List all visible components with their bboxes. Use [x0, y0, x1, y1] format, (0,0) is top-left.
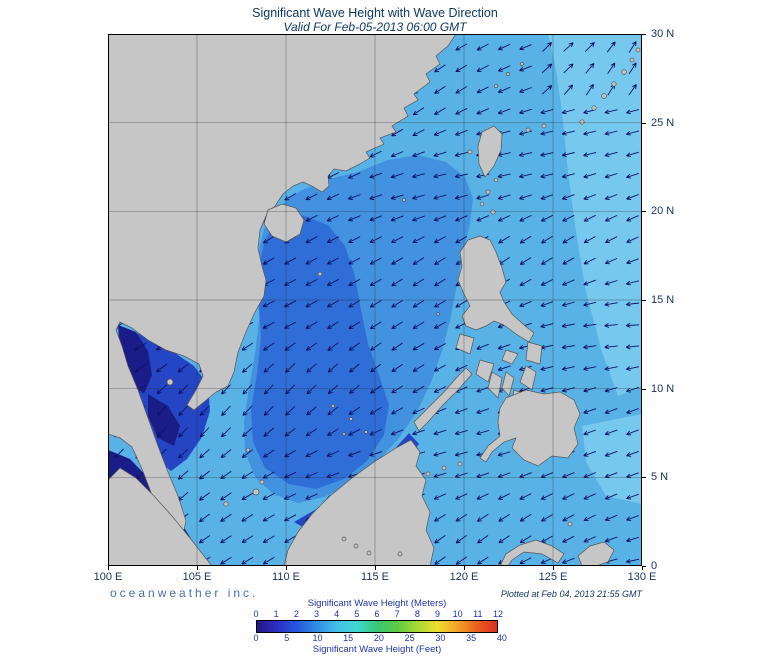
- lat-tick-label: 15 N: [651, 294, 675, 306]
- page-title: Significant Wave Height with Wave Direct…: [252, 6, 498, 20]
- lon-tick-mark: [464, 566, 465, 570]
- meters-tick-label: 1: [273, 609, 279, 619]
- land-mainland-asia: [108, 34, 457, 549]
- meters-tick-label: 11: [473, 609, 483, 619]
- meters-tick-label: 4: [334, 609, 340, 619]
- lon-tick-label: 130 E: [627, 571, 657, 583]
- lon-tick-mark: [642, 566, 643, 570]
- land-panay: [475, 359, 495, 383]
- meters-tick-label: 9: [434, 609, 441, 619]
- feet-tick-label: 30: [435, 633, 446, 643]
- feet-tick-label: 40: [496, 633, 507, 643]
- lat-tick-mark: [642, 300, 646, 301]
- legend-meters-ticks: 0 1 2 3 4 5 6 7 8 9 10 11 12: [253, 609, 503, 620]
- ocean-region-gulf-head: [118, 325, 152, 394]
- meters-tick-label: 10: [452, 609, 463, 619]
- lon-tick-label: 120 E: [449, 571, 479, 583]
- land-sulawesi: [499, 539, 565, 566]
- lon-tick-mark: [108, 566, 109, 570]
- map-canvas: [108, 34, 642, 566]
- lat-tick-label: 20 N: [651, 205, 675, 218]
- lat-tick-mark: [642, 477, 646, 479]
- meters-tick-label: 8: [414, 609, 420, 619]
- meters-tick-label: 7: [394, 609, 400, 619]
- legend-feet-title: Significant Wave Height (Feet): [312, 644, 442, 655]
- valid-time-subtitle: Valid For Feb-05-2013 06:00 GMT: [283, 20, 467, 34]
- map-frame-border: [108, 34, 642, 566]
- ocean-region-southeast-light: [582, 414, 642, 504]
- meters-tick-label: 0: [253, 609, 259, 619]
- legend-meters-title: Significant Wave Height (Meters): [307, 598, 447, 609]
- lon-tick-mark: [197, 566, 198, 570]
- lat-tick-mark: [642, 122, 646, 124]
- lat-tick-label: 25 N: [651, 116, 675, 129]
- lon-tick-label: 110 E: [272, 571, 300, 583]
- feet-tick-label: 25: [404, 633, 415, 643]
- lon-tick-mark: [553, 566, 554, 570]
- ocean-region-gulf-inner: [148, 394, 180, 446]
- lat-tick-mark: [642, 566, 646, 567]
- land-halmahera: [577, 541, 615, 566]
- ocean-region-pacific-light: [548, 34, 642, 396]
- meters-tick-label: 12: [492, 609, 504, 619]
- land-masbate: [501, 349, 519, 365]
- lon-tick-mark: [286, 566, 287, 570]
- land-mindanao: [479, 389, 581, 467]
- land-borneo: [283, 439, 435, 566]
- lon-tick-label: 115 E: [361, 571, 389, 583]
- land-taiwan: [477, 125, 503, 178]
- land-luzon: [457, 235, 535, 343]
- brand-text: oceanweather inc.: [110, 586, 259, 600]
- lon-tick-label: 125 E: [538, 571, 568, 583]
- feet-tick-label: 35: [466, 633, 477, 643]
- wave-height-map: [108, 34, 642, 566]
- feet-tick-label: 20: [373, 633, 384, 643]
- land-leyte: [519, 365, 537, 391]
- small-islands: [166, 47, 641, 557]
- land-palawan: [413, 367, 473, 432]
- plotted-timestamp: Plotted at Feb 04, 2013 21:55 GMT: [500, 589, 642, 599]
- lat-tick-mark: [642, 34, 646, 35]
- land-negros: [487, 371, 503, 399]
- grid-layer: [108, 34, 642, 566]
- land-samar: [525, 341, 543, 365]
- land-cebu: [501, 371, 515, 397]
- colorbar: [256, 620, 498, 633]
- lat-tick-label: 10 N: [651, 382, 675, 395]
- lat-tick-label: 5 N: [651, 471, 669, 484]
- meters-tick-label: 2: [293, 609, 299, 619]
- lon-tick-label: 105 E: [182, 571, 212, 583]
- meters-tick-label: 6: [374, 609, 380, 619]
- lon-tick-mark: [375, 566, 376, 570]
- meters-tick-label: 5: [354, 609, 360, 619]
- lat-tick-label: 30 N: [651, 28, 675, 40]
- land-mindoro: [455, 333, 475, 355]
- land-sumatra: [108, 467, 213, 566]
- land-layer: [108, 34, 641, 566]
- lon-tick-label: 100 E: [93, 571, 123, 583]
- feet-tick-label: 10: [312, 633, 323, 643]
- land-hainan: [263, 203, 305, 243]
- feet-tick-label: 15: [343, 633, 354, 643]
- lat-tick-mark: [642, 211, 646, 213]
- lat-tick-mark: [642, 388, 646, 390]
- legend-feet-ticks: 0 5 10 15 20 25 30 35 40: [253, 633, 506, 644]
- lat-tick-label: 0: [651, 560, 658, 572]
- meters-tick-label: 3: [313, 609, 320, 619]
- feet-tick-label: 0: [253, 633, 259, 643]
- feet-tick-label: 5: [284, 633, 290, 643]
